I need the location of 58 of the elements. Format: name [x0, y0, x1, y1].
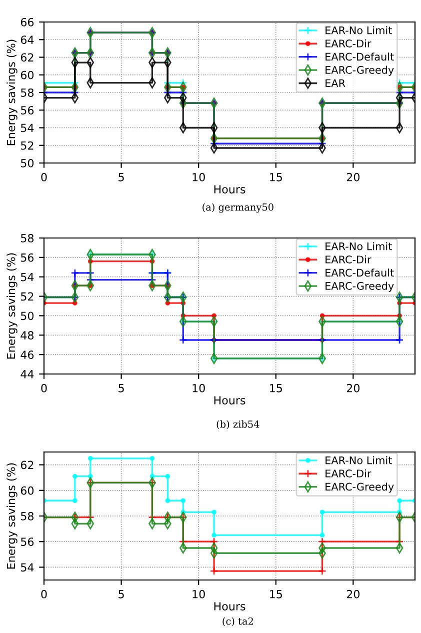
y-tick-label: 58 — [20, 234, 34, 242]
text: (b) zib54 — [216, 420, 260, 430]
text: (c) ta2 — [222, 617, 253, 626]
y-tick-label: 46 — [20, 350, 34, 359]
y-tick-label: 58 — [20, 512, 34, 520]
x-axis-title: Hours — [214, 185, 246, 194]
legend-label: EAR — [326, 79, 346, 87]
text: (a) germany50 — [202, 203, 274, 213]
x-tick-label: 20 — [346, 172, 360, 182]
y-tick-label: 50 — [20, 312, 34, 320]
x-tick-label: 5 — [118, 384, 124, 392]
y-tick-label: 62 — [20, 460, 34, 470]
y-axis-title: Energy savings (%) — [6, 253, 18, 359]
legend-label: EARC-Greedy — [326, 66, 394, 76]
y-tick-label: 52 — [20, 292, 34, 301]
legend-label: EARC-Default — [326, 268, 394, 277]
y-tick-label: 56 — [20, 253, 34, 262]
y-tick-label: 60 — [20, 486, 34, 495]
y-tick-label: 58 — [20, 88, 34, 97]
x-tick-label: 0 — [41, 384, 47, 392]
x-tick-label: 20 — [346, 384, 360, 392]
legend-label: EARC-Dir — [326, 39, 372, 48]
y-tick-label: 54 — [20, 563, 34, 572]
y-tick-label: 54 — [20, 124, 34, 132]
y-tick-label: 50 — [20, 158, 34, 168]
x-tick-label: 10 — [192, 384, 205, 392]
x-tick-label: 15 — [270, 384, 282, 392]
x-tick-label: 5 — [118, 590, 124, 598]
y-tick-label: 48 — [20, 331, 34, 340]
y-tick-label: 60 — [20, 70, 34, 80]
x-tick-label: 0 — [41, 590, 47, 598]
y-tick-label: 56 — [20, 538, 34, 546]
y-axis-title: Energy savings (%) — [6, 40, 18, 146]
x-tick-label: 0 — [41, 172, 47, 182]
x-axis-title: Hours — [214, 602, 246, 610]
x-tick-label: 15 — [270, 173, 282, 182]
x-tick-label: 5 — [118, 173, 124, 182]
legend-label: EARC-Dir — [326, 255, 372, 264]
legend-label: EAR-No Limit — [326, 26, 392, 34]
y-tick-label: 64 — [20, 36, 34, 44]
y-tick-label: 54 — [20, 272, 34, 282]
legend-label: EARC-Dir — [326, 469, 372, 478]
y-tick-label: 62 — [20, 53, 34, 62]
legend-label: EARC-Greedy — [326, 282, 394, 292]
y-tick-label: 56 — [20, 106, 34, 115]
x-tick-label: 15 — [270, 590, 282, 598]
x-axis-title: Hours — [214, 396, 246, 404]
y-tick-label: 66 — [20, 18, 34, 26]
x-tick-label: 20 — [346, 590, 360, 598]
y-tick-label: 44 — [20, 370, 34, 378]
legend-label: EAR-No Limit — [326, 456, 392, 464]
y-axis-title: Energy savings (%) — [6, 463, 18, 569]
legend-label: EAR-No Limit — [326, 242, 392, 250]
x-tick-label: 10 — [192, 172, 205, 182]
legend-label: EARC-Greedy — [326, 482, 394, 493]
legend-label: EARC-Default — [326, 52, 394, 61]
y-tick-label: 52 — [20, 141, 34, 150]
x-tick-label: 10 — [192, 590, 205, 598]
